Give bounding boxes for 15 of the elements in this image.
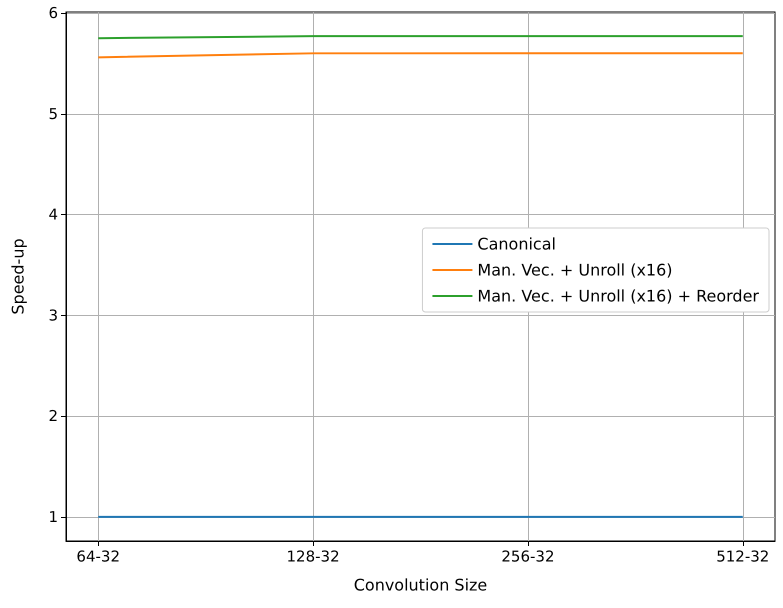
- y-tick-label: 1: [48, 508, 58, 526]
- x-tick-label: 64-32: [76, 548, 120, 566]
- x-tick-label: 128-32: [286, 548, 340, 566]
- x-tick-label: 512-32: [716, 548, 770, 566]
- legend-label: Man. Vec. + Unroll (x16) + Reorder: [477, 286, 760, 306]
- y-tick-label: 6: [48, 4, 58, 22]
- y-tick-label: 3: [48, 306, 58, 324]
- x-tick-label: 256-32: [501, 548, 554, 566]
- legend-label: Man. Vec. + Unroll (x16): [477, 260, 673, 280]
- x-axis-title: Convolution Size: [354, 576, 488, 594]
- y-tick-label: 5: [48, 104, 58, 123]
- y-tick-label: 4: [48, 206, 58, 224]
- legend-label: Canonical: [477, 234, 556, 254]
- y-tick-label: 2: [48, 407, 58, 426]
- y-axis-title: Speed-up: [8, 238, 28, 315]
